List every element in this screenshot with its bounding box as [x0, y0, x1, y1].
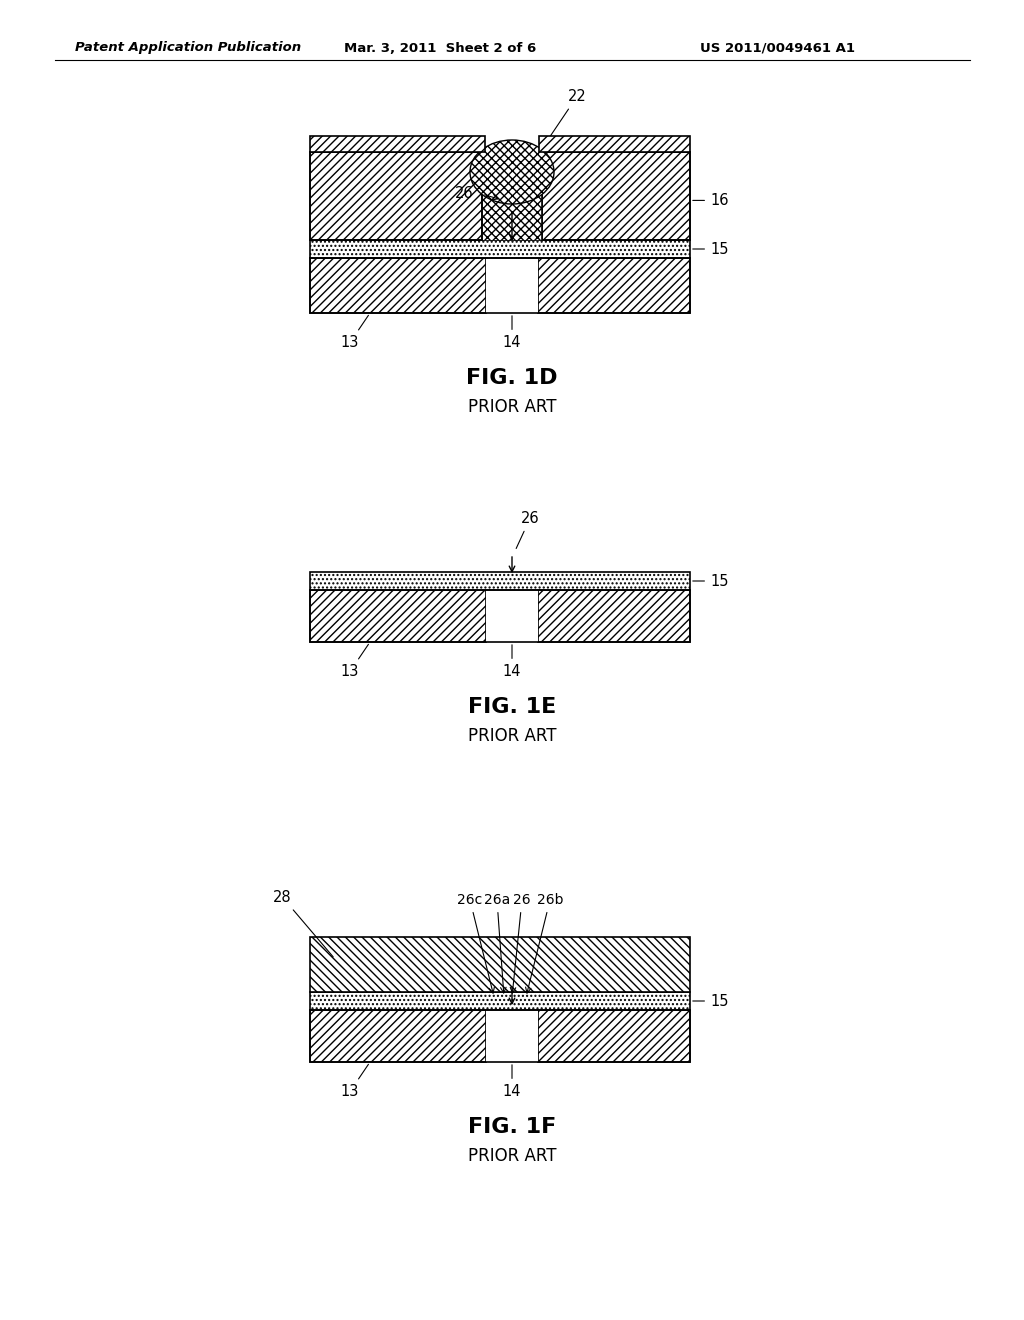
Text: 14: 14: [503, 1065, 521, 1100]
Text: FIG. 1E: FIG. 1E: [468, 697, 556, 717]
Bar: [486, 1010, 538, 1063]
Text: Mar. 3, 2011  Sheet 2 of 6: Mar. 3, 2011 Sheet 2 of 6: [344, 41, 537, 54]
Bar: [310, 590, 690, 642]
Text: US 2011/0049461 A1: US 2011/0049461 A1: [700, 41, 855, 54]
Bar: [310, 937, 690, 993]
Ellipse shape: [470, 140, 554, 205]
Text: 15: 15: [693, 994, 728, 1008]
Text: 26c: 26c: [458, 894, 495, 993]
Text: FIG. 1F: FIG. 1F: [468, 1117, 556, 1137]
Bar: [310, 136, 485, 152]
Bar: [310, 240, 690, 257]
Bar: [538, 257, 690, 313]
Text: 22: 22: [549, 88, 587, 139]
Bar: [538, 1010, 690, 1063]
Bar: [310, 572, 690, 590]
Text: 26: 26: [456, 186, 474, 202]
Bar: [482, 172, 542, 240]
Bar: [310, 590, 486, 642]
Text: 28: 28: [273, 890, 333, 957]
Text: PRIOR ART: PRIOR ART: [468, 1147, 556, 1166]
Text: 13: 13: [341, 315, 369, 350]
Bar: [486, 257, 538, 313]
Text: 26a: 26a: [484, 894, 510, 993]
Text: 14: 14: [503, 644, 521, 678]
Text: PRIOR ART: PRIOR ART: [468, 727, 556, 744]
Text: 15: 15: [693, 242, 728, 256]
Bar: [310, 257, 486, 313]
Text: 26b: 26b: [525, 894, 563, 993]
Text: 26: 26: [516, 511, 540, 549]
Text: 15: 15: [693, 573, 728, 589]
Text: 13: 13: [341, 1064, 369, 1100]
Bar: [310, 993, 690, 1010]
Text: 14: 14: [503, 315, 521, 350]
Bar: [310, 1010, 486, 1063]
Bar: [310, 152, 482, 240]
Text: 26: 26: [510, 894, 530, 993]
Bar: [542, 152, 690, 240]
Bar: [310, 1010, 690, 1063]
Bar: [486, 590, 538, 642]
Bar: [539, 136, 690, 152]
Text: 16: 16: [693, 193, 728, 209]
Bar: [538, 590, 690, 642]
Text: FIG. 1D: FIG. 1D: [466, 368, 558, 388]
Text: 13: 13: [341, 644, 369, 678]
Text: PRIOR ART: PRIOR ART: [468, 399, 556, 416]
Text: Patent Application Publication: Patent Application Publication: [75, 41, 301, 54]
Bar: [310, 257, 690, 313]
Bar: [310, 152, 690, 240]
